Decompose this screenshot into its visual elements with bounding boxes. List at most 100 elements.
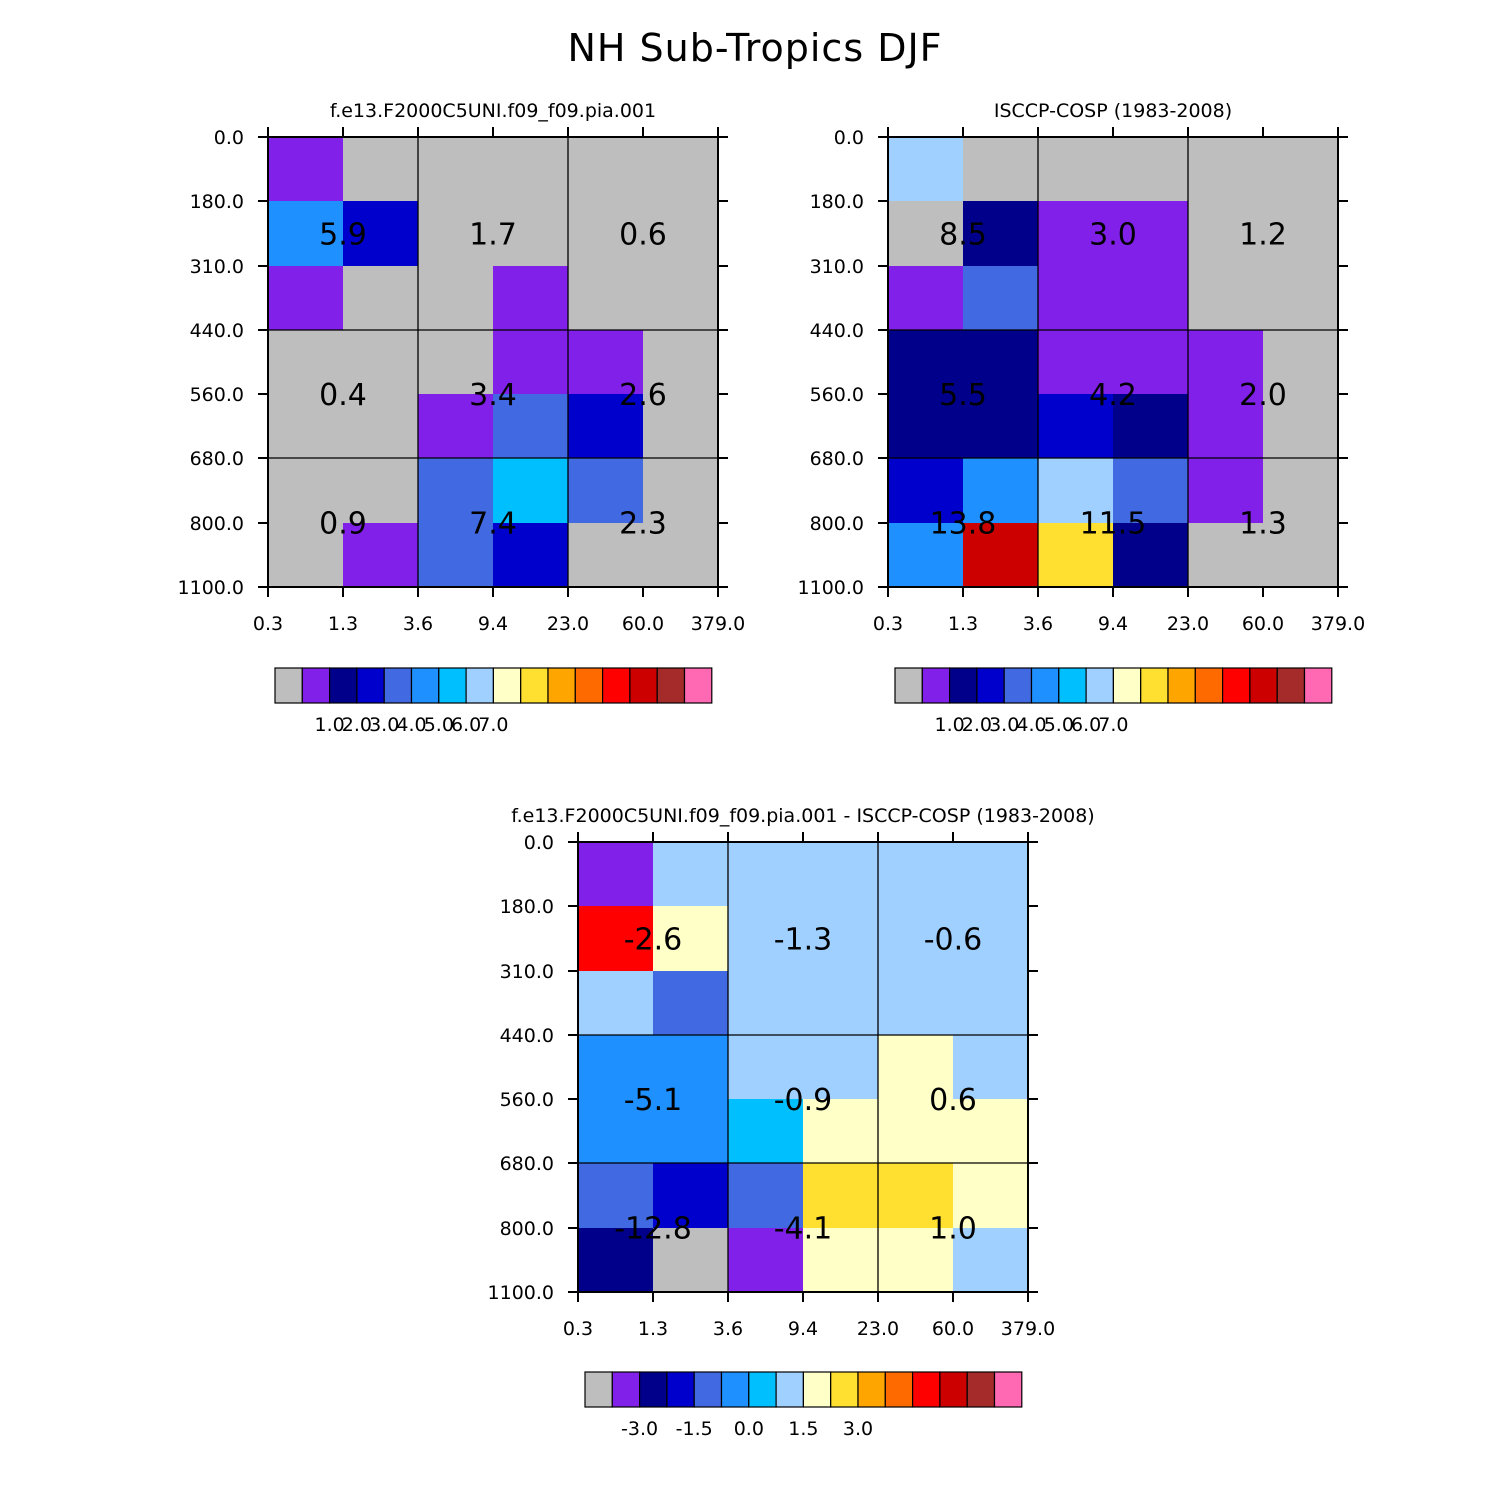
heatmap-cell xyxy=(268,137,344,202)
colorbar-swatch xyxy=(683,667,713,704)
heatmap-cell xyxy=(1113,330,1189,395)
colorbar-swatch xyxy=(1030,667,1060,704)
x-tick-label: 1.3 xyxy=(638,1318,668,1340)
colorbar-label: 4.0 xyxy=(396,714,426,736)
figure-title: NH Sub-Tropics DJF xyxy=(567,26,943,70)
box-value-label: 3.0 xyxy=(1089,218,1137,253)
y-tick-label: 310.0 xyxy=(190,256,244,278)
heatmap-cell xyxy=(728,1163,804,1229)
colorbar-swatch xyxy=(802,1371,832,1408)
colorbar-label: 3.0 xyxy=(369,714,399,736)
colorbar-swatch xyxy=(1221,667,1251,704)
heatmap-cell xyxy=(1263,330,1339,395)
colorbar-swatch xyxy=(547,667,576,704)
colorbar-swatch xyxy=(611,1371,641,1408)
heatmap-cell xyxy=(878,971,954,1036)
heatmap-cell xyxy=(1113,458,1189,524)
heatmap-cell xyxy=(643,458,719,524)
heatmap-cell xyxy=(1188,330,1264,395)
colorbar-swatch xyxy=(921,667,951,704)
heatmap-cell xyxy=(803,1099,879,1164)
colorbar-swatch xyxy=(1112,667,1142,704)
heatmap-cell xyxy=(568,394,644,459)
heatmap-cell xyxy=(728,971,804,1036)
heatmap-cell xyxy=(568,137,644,202)
colorbar-swatch xyxy=(601,667,631,704)
y-tick-label: 1100.0 xyxy=(488,1282,554,1304)
heatmap-cell xyxy=(963,137,1039,202)
heatmap-cell xyxy=(568,201,644,267)
heatmap-cell xyxy=(343,523,419,588)
box-value-label: 3.4 xyxy=(469,378,517,413)
box-value-label: 11.5 xyxy=(1080,507,1147,542)
heatmap-cell xyxy=(803,1228,879,1293)
colorbar-swatch xyxy=(438,667,467,704)
colorbar-swatch xyxy=(1003,667,1033,704)
heatmap-cell xyxy=(888,523,964,588)
panel-title: f.e13.F2000C5UNI.f09_f09.pia.001 xyxy=(330,100,656,122)
colorbar-swatch xyxy=(720,1371,750,1408)
colorbar-swatch xyxy=(574,667,604,704)
x-tick-label: 379.0 xyxy=(1001,1318,1055,1340)
heatmap-cell xyxy=(888,201,964,267)
heatmap-cell xyxy=(803,906,879,972)
heatmap-cell xyxy=(268,330,344,395)
heatmap-cell xyxy=(568,458,644,524)
heatmap-cell xyxy=(653,906,729,972)
x-tick-label: 23.0 xyxy=(547,613,589,635)
heatmap-cell xyxy=(1263,201,1339,267)
box-value-label: 7.4 xyxy=(469,507,517,542)
heatmap-cell xyxy=(728,1228,804,1293)
heatmap-cell xyxy=(418,266,494,331)
colorbar-swatch xyxy=(884,1371,914,1408)
colorbar-label: 2.0 xyxy=(342,714,372,736)
heatmap-cell xyxy=(728,906,804,972)
x-tick-label: 0.3 xyxy=(873,613,903,635)
y-tick-label: 560.0 xyxy=(810,384,864,406)
box-value-label: -5.1 xyxy=(624,1083,683,1118)
heatmap-cell xyxy=(953,842,1029,907)
colorbar-swatch xyxy=(748,1371,777,1408)
heatmap-cell xyxy=(493,458,569,524)
y-tick-label: 180.0 xyxy=(190,191,244,213)
x-tick-label: 0.3 xyxy=(253,613,283,635)
colorbar-label: 1.0 xyxy=(314,714,344,736)
y-tick-label: 180.0 xyxy=(500,896,554,918)
heatmap-cell xyxy=(643,137,719,202)
heatmap-cell xyxy=(643,266,719,331)
colorbar-label: -3.0 xyxy=(621,1418,658,1440)
x-tick-label: 379.0 xyxy=(691,613,745,635)
box-value-label: 2.6 xyxy=(619,378,667,413)
y-tick-label: 1100.0 xyxy=(798,577,864,599)
colorbar-label: 1.0 xyxy=(934,714,964,736)
panel-title: f.e13.F2000C5UNI.f09_f09.pia.001 - ISCCP… xyxy=(511,805,1094,827)
heatmap-cell xyxy=(268,266,344,331)
colorbar-swatch xyxy=(911,1371,941,1408)
box-value-label: 8.5 xyxy=(939,218,987,253)
box-value-label: -0.9 xyxy=(774,1083,833,1118)
box-value-label: 2.0 xyxy=(1239,378,1287,413)
x-tick-label: 60.0 xyxy=(932,1318,974,1340)
heatmap-cell xyxy=(643,523,719,588)
y-tick-label: 440.0 xyxy=(190,320,244,342)
heatmap-cell xyxy=(1113,394,1189,459)
y-tick-label: 0.0 xyxy=(524,832,554,854)
heatmap-cell xyxy=(878,1099,954,1164)
x-tick-label: 379.0 xyxy=(1311,613,1365,635)
heatmap-cell xyxy=(653,842,729,907)
heatmap-cell xyxy=(963,394,1039,459)
box-value-label: -2.6 xyxy=(624,923,683,958)
heatmap-cell xyxy=(888,458,964,524)
heatmap-cell xyxy=(1038,330,1114,395)
heatmap-cell xyxy=(578,971,654,1036)
heatmap-cell xyxy=(1113,137,1189,202)
heatmap-cell xyxy=(728,1035,804,1100)
heatmap-cell xyxy=(578,1099,654,1164)
heatmap-cell xyxy=(493,266,569,331)
x-tick-label: 60.0 xyxy=(1242,613,1284,635)
colorbar-label: 0.0 xyxy=(734,1418,764,1440)
heatmap-cell xyxy=(578,1035,654,1100)
heatmap-cell xyxy=(963,458,1039,524)
box-value-label: -1.3 xyxy=(774,923,833,958)
colorbar-swatch xyxy=(301,667,331,704)
